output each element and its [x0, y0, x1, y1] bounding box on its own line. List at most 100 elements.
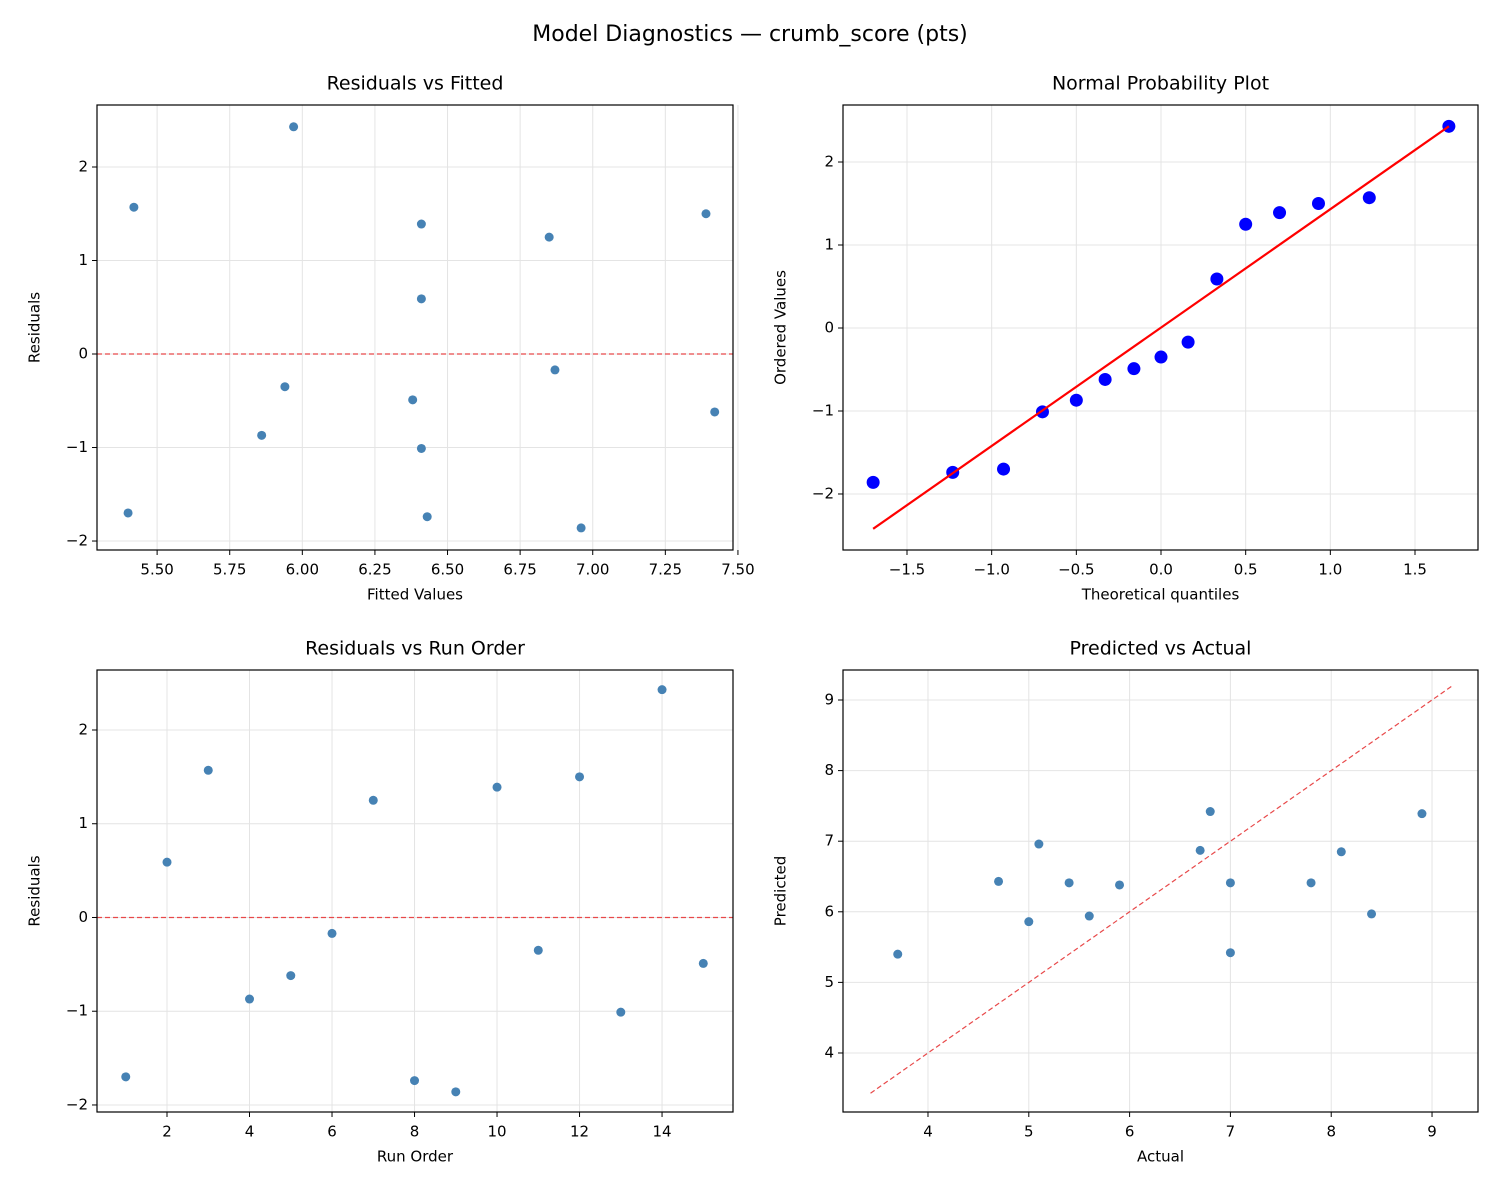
- point: [162, 857, 172, 867]
- point: [1306, 878, 1316, 888]
- y-tick-label: 4: [824, 1043, 834, 1061]
- point: [410, 1076, 420, 1086]
- point: [121, 1072, 131, 1082]
- y-tick-label: −1: [812, 401, 834, 419]
- point: [701, 209, 711, 219]
- point: [1195, 845, 1205, 855]
- point: [416, 294, 426, 304]
- point: [1205, 807, 1215, 817]
- x-tick-label: 12: [570, 1123, 589, 1141]
- y-axis-label: Ordered Values: [772, 270, 790, 385]
- y-tick-label: 7: [824, 832, 834, 850]
- point: [1127, 362, 1141, 376]
- point: [286, 971, 296, 981]
- subplot-title: Predicted vs Actual: [1070, 638, 1252, 660]
- y-tick-label: 2: [78, 720, 88, 738]
- point: [416, 219, 426, 229]
- x-tick-label: −0.5: [1058, 561, 1094, 579]
- x-axis-label: Run Order: [377, 1148, 454, 1166]
- point: [1367, 909, 1377, 919]
- point: [422, 512, 432, 522]
- x-axis-label: Theoretical quantiles: [1081, 586, 1240, 604]
- y-axis-label: Predicted: [772, 856, 790, 926]
- y-axis-label: Residuals: [26, 292, 44, 363]
- point: [893, 949, 903, 959]
- y-tick-label: 1: [78, 814, 88, 832]
- point: [1210, 272, 1224, 286]
- point: [203, 765, 213, 775]
- y-tick-label: −1: [66, 1002, 88, 1020]
- x-tick-label: 6: [1125, 1123, 1135, 1141]
- point: [710, 407, 720, 417]
- y-tick-label: 2: [78, 157, 88, 175]
- point: [616, 1007, 626, 1017]
- axes-frame: [96, 104, 734, 551]
- x-tick-label: 7.00: [576, 561, 609, 579]
- point: [368, 795, 378, 805]
- axes-frame: [96, 669, 734, 1113]
- point: [1181, 335, 1195, 349]
- point: [408, 395, 418, 405]
- x-tick-label: 5.75: [213, 561, 246, 579]
- y-tick-label: −2: [812, 484, 834, 502]
- point: [1069, 393, 1083, 407]
- x-tick-label: 2: [162, 1123, 172, 1141]
- figure-title: Model Diagnostics — crumb_score (pts): [532, 22, 968, 47]
- y-tick-label: −2: [66, 1095, 88, 1113]
- x-axis-label: Fitted Values: [367, 586, 463, 604]
- x-tick-label: 7.50: [721, 561, 754, 579]
- axes-frame: [842, 669, 1479, 1113]
- point: [1417, 809, 1427, 819]
- point: [1273, 206, 1287, 220]
- point: [257, 430, 267, 440]
- point: [1024, 917, 1034, 927]
- plot-area: 4 5 6 7 8 9 4 5 6 7 8 9 Predicted vs Actual Actual Pre…: [772, 638, 1479, 1166]
- point: [994, 876, 1004, 886]
- point: [327, 928, 337, 938]
- x-tick-label: 9: [1427, 1123, 1437, 1141]
- point: [1084, 911, 1094, 921]
- fit-line: [870, 685, 1453, 1094]
- x-tick-label: 1.5: [1403, 561, 1427, 579]
- point: [657, 685, 667, 695]
- point: [997, 462, 1011, 476]
- x-tick-label: 6.50: [431, 561, 464, 579]
- point: [533, 945, 543, 955]
- point: [129, 202, 139, 212]
- y-tick-label: 1: [824, 236, 834, 254]
- point: [492, 782, 502, 792]
- point: [576, 523, 586, 533]
- x-tick-label: 6.25: [358, 561, 391, 579]
- y-tick-label: −2: [66, 532, 88, 550]
- y-tick-label: 0: [78, 345, 88, 363]
- y-tick-label: 0: [824, 318, 834, 336]
- x-tick-label: 7.25: [649, 561, 682, 579]
- point: [416, 443, 426, 453]
- point: [1034, 839, 1044, 849]
- x-tick-label: 6.00: [286, 561, 319, 579]
- y-tick-label: 9: [824, 691, 834, 709]
- y-tick-label: 6: [824, 902, 834, 920]
- x-tick-label: 0.5: [1234, 561, 1258, 579]
- point: [550, 365, 560, 375]
- y-tick-label: 8: [824, 761, 834, 779]
- point: [1115, 880, 1125, 890]
- x-tick-label: 8: [1326, 1123, 1336, 1141]
- subplot-title: Normal Probability Plot: [1052, 73, 1269, 95]
- x-tick-label: 6: [327, 1123, 337, 1141]
- point: [123, 508, 133, 518]
- point: [575, 772, 585, 782]
- point: [289, 122, 299, 132]
- axes-frame: [842, 104, 1479, 551]
- x-tick-label: 8: [410, 1123, 420, 1141]
- point: [1064, 878, 1074, 888]
- y-axis-label: Residuals: [26, 855, 44, 926]
- y-tick-label: 1: [78, 251, 88, 269]
- x-tick-label: 0.0: [1149, 561, 1173, 579]
- point: [1154, 350, 1168, 364]
- point: [1098, 372, 1112, 386]
